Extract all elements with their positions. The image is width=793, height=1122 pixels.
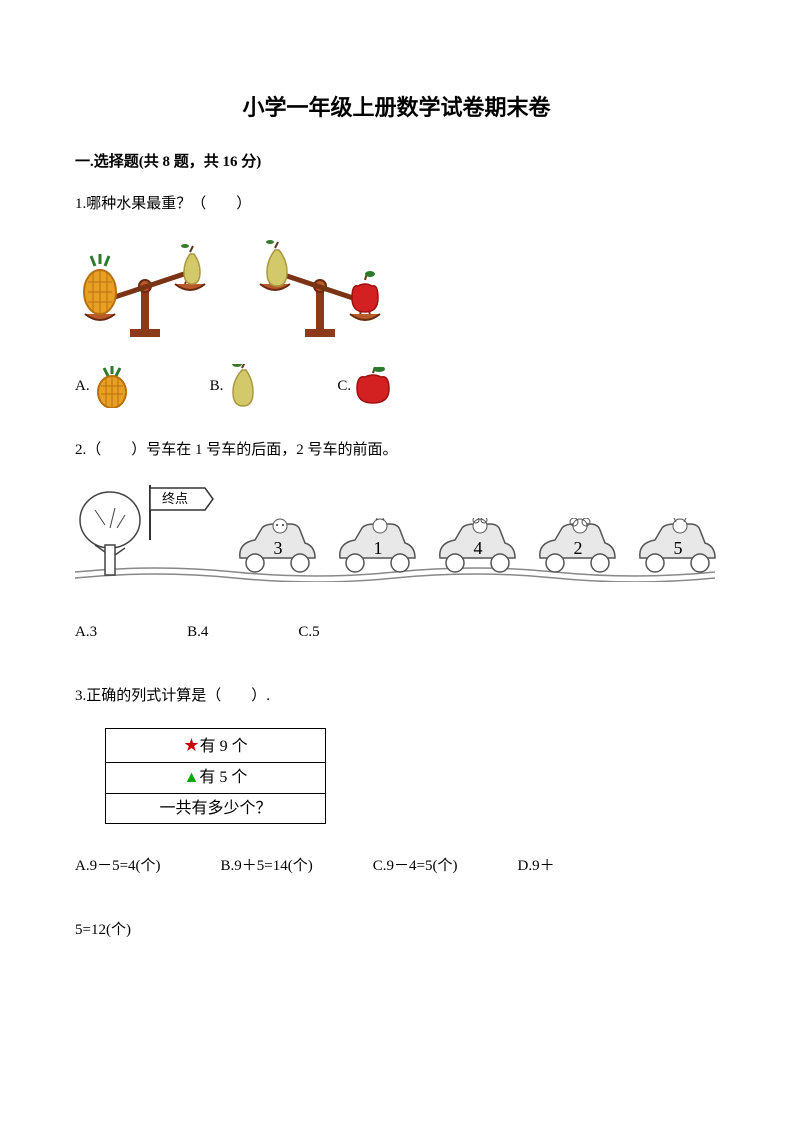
question-2-text: 2.（ ）号车在 1 号车的后面，2 号车的前面。 bbox=[75, 438, 718, 462]
q3-table: ★有 9 个 ▲有 5 个 一共有多少个？ bbox=[105, 728, 326, 824]
q3-row1: ★有 9 个 bbox=[106, 729, 326, 763]
q2-option-b[interactable]: B.4 bbox=[187, 620, 208, 644]
flag-icon: 终点 bbox=[145, 485, 225, 540]
car-5-icon: 5 bbox=[630, 518, 720, 578]
svg-text:5: 5 bbox=[674, 538, 683, 558]
apple-icon bbox=[355, 367, 391, 405]
q3-option-a[interactable]: A.9－5=4(个) bbox=[75, 854, 161, 878]
car-2-icon: 2 bbox=[530, 518, 620, 578]
scale-2-icon bbox=[245, 234, 395, 344]
question-3-text: 3.正确的列式计算是（ ）. bbox=[75, 684, 718, 708]
q2-option-a[interactable]: A.3 bbox=[75, 620, 97, 644]
svg-text:3: 3 bbox=[274, 538, 283, 558]
car-1-icon: 1 bbox=[330, 518, 420, 578]
q1-opt-a-label: A. bbox=[75, 374, 90, 398]
pineapple-icon bbox=[94, 364, 130, 408]
svg-text:4: 4 bbox=[474, 538, 483, 558]
q1-opt-c-label: C. bbox=[337, 374, 351, 398]
q1-opt-b-label: B. bbox=[210, 374, 224, 398]
q3-option-b[interactable]: B.9＋5=14(个) bbox=[221, 854, 313, 878]
section-heading: 一.选择题(共 8 题，共 16 分) bbox=[75, 150, 718, 174]
svg-text:1: 1 bbox=[374, 538, 383, 558]
page-title: 小学一年级上册数学试卷期末卷 bbox=[75, 90, 718, 125]
car-4-icon: 4 bbox=[430, 518, 520, 578]
triangle-icon: ▲ bbox=[184, 769, 200, 786]
q3-row2: ▲有 5 个 bbox=[106, 762, 326, 793]
scale-1-icon bbox=[75, 234, 215, 344]
svg-text:2: 2 bbox=[574, 538, 583, 558]
car-3-icon: 3 bbox=[230, 518, 320, 578]
q1-option-a[interactable]: A. bbox=[75, 364, 130, 408]
q3-options: A.9－5=4(个) B.9＋5=14(个) C.9－4=5(个) D.9＋ bbox=[75, 854, 718, 878]
q1-option-c[interactable]: C. bbox=[337, 364, 391, 408]
pear-icon bbox=[227, 364, 257, 408]
q1-image bbox=[75, 234, 718, 344]
tree-icon bbox=[75, 490, 145, 580]
q1-options: A. B. C. bbox=[75, 364, 718, 408]
q2-options: A.3 B.4 C.5 bbox=[75, 620, 718, 644]
star-icon: ★ bbox=[183, 735, 199, 755]
q3-option-c[interactable]: C.9－4=5(个) bbox=[373, 854, 458, 878]
q2-image: 终点 3 1 4 2 5 bbox=[75, 480, 715, 600]
q3-line2: 5=12(个) bbox=[75, 918, 718, 942]
question-1-text: 1.哪种水果最重？（ ） bbox=[75, 192, 718, 216]
flag-label: 终点 bbox=[162, 491, 188, 506]
q3-row3: 一共有多少个？ bbox=[106, 793, 326, 824]
q3-option-d[interactable]: D.9＋ bbox=[517, 854, 554, 878]
q2-option-c[interactable]: C.5 bbox=[298, 620, 319, 644]
q1-option-b[interactable]: B. bbox=[210, 364, 258, 408]
